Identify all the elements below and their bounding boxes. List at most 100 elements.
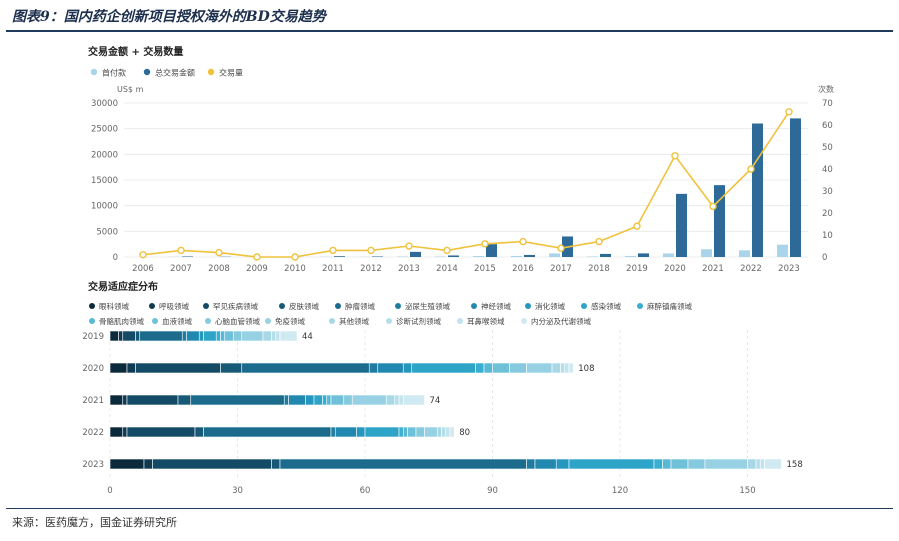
segment-2020-免疫领域 bbox=[526, 362, 553, 374]
legend-label-肿瘤领域: 肿瘤领域 bbox=[345, 301, 375, 311]
segment-2023-免疫领域 bbox=[704, 458, 748, 470]
segment-2021-肿瘤领域 bbox=[190, 394, 285, 406]
legend-marker-皮肤领域 bbox=[279, 303, 285, 309]
segment-2021-麻醉镇痛领域 bbox=[322, 394, 328, 406]
segment-2022-血液领域 bbox=[407, 426, 417, 438]
segment-2023-心脑血管领域 bbox=[687, 458, 706, 470]
segment-2022-心脑血管领域 bbox=[415, 426, 425, 438]
legend-marker-呼吸领域 bbox=[149, 303, 155, 309]
total-label-2021: 74 bbox=[430, 396, 441, 406]
segment-2022-消化领域 bbox=[356, 426, 366, 438]
segment-2023-泌尿生殖领域 bbox=[526, 458, 536, 470]
legend-label-感染领域: 感染领域 bbox=[591, 301, 621, 311]
segment-2020-内分泌及代谢领域 bbox=[568, 362, 574, 374]
segment-2020-耳鼻喉领域 bbox=[564, 362, 570, 374]
left-tick-label: 15000 bbox=[91, 176, 118, 186]
x-tick-label: 2020 bbox=[664, 264, 686, 274]
segment-2023-皮肤领域 bbox=[271, 458, 281, 470]
segment-2019-其他领域 bbox=[262, 330, 272, 342]
left-tick-label: 5000 bbox=[96, 227, 118, 237]
segment-2019-呼吸领域 bbox=[118, 330, 124, 342]
bar-total-2023 bbox=[790, 118, 801, 258]
segment-2022-麻醉镇痛领域 bbox=[398, 426, 404, 438]
x-tick-label: 2011 bbox=[322, 264, 344, 274]
segment-2019-感染领域 bbox=[203, 330, 217, 342]
segment-2019-眼科领域 bbox=[109, 330, 119, 342]
x-tick-label: 30 bbox=[232, 486, 243, 496]
point-deal-count-2021 bbox=[709, 202, 717, 211]
segment-2022-肿瘤领域 bbox=[203, 426, 332, 438]
legend-marker-心脑血管领域 bbox=[205, 318, 211, 324]
right-axis-unit: 次数 bbox=[818, 84, 834, 94]
bar-upfront-2021 bbox=[701, 249, 712, 257]
segment-2020-诊断试剂领域 bbox=[560, 362, 566, 374]
bar-upfront-2014 bbox=[435, 256, 446, 257]
segment-2023-血液领域 bbox=[670, 458, 689, 470]
segment-2021-感染领域 bbox=[313, 394, 323, 406]
bar-upfront-2017 bbox=[549, 253, 560, 257]
x-tick-label: 2010 bbox=[284, 264, 306, 274]
y-tick-label: 2019 bbox=[82, 332, 104, 342]
segment-2019-心脑血管领域 bbox=[232, 330, 243, 342]
segment-2022-其他领域 bbox=[436, 426, 442, 438]
segment-2019-骨骼肌肉领域 bbox=[220, 330, 226, 342]
segment-2023-其他领域 bbox=[747, 458, 757, 470]
bar-upfront-2022 bbox=[739, 250, 750, 257]
bar-total-2016 bbox=[524, 254, 535, 257]
segment-2022-免疫领域 bbox=[424, 426, 438, 438]
bar-total-2019 bbox=[638, 253, 649, 257]
bar-total-2015 bbox=[486, 244, 497, 257]
right-tick-label: 20 bbox=[822, 209, 833, 219]
legend-marker-感染领域 bbox=[581, 303, 587, 309]
x-tick-label: 2006 bbox=[132, 264, 154, 274]
segment-2021-泌尿生殖领域 bbox=[283, 394, 289, 406]
segment-2019-罕见疾病领域 bbox=[122, 330, 136, 342]
segment-2020-肿瘤领域 bbox=[241, 362, 370, 374]
left-tick-label: 25000 bbox=[91, 125, 118, 135]
segment-2021-耳鼻喉领域 bbox=[398, 394, 404, 406]
x-tick-label: 2007 bbox=[170, 264, 192, 274]
footer-rule bbox=[6, 508, 893, 509]
x-tick-label: 2009 bbox=[246, 264, 268, 274]
x-tick-label: 2016 bbox=[512, 264, 534, 274]
legend-marker-消化领域 bbox=[525, 303, 531, 309]
point-deal-count-2013 bbox=[405, 242, 413, 250]
segment-2019-神经领域 bbox=[186, 330, 200, 342]
bar-total-2022 bbox=[752, 123, 763, 258]
figure-title: 图表9：国内药企创新项目授权海外的BD交易趋势 bbox=[12, 9, 326, 25]
x-tick-label: 2012 bbox=[360, 264, 382, 274]
segment-2019-耳鼻喉领域 bbox=[275, 330, 281, 342]
segment-2022-泌尿生殖领域 bbox=[330, 426, 336, 438]
segment-2021-诊断试剂领域 bbox=[394, 394, 400, 406]
right-tick-label: 40 bbox=[822, 165, 833, 175]
legend-marker-罕见疾病领域 bbox=[203, 303, 209, 309]
segment-2023-呼吸领域 bbox=[143, 458, 153, 470]
legend-marker-泌尿生殖领域 bbox=[395, 303, 401, 309]
segment-2020-呼吸领域 bbox=[126, 362, 136, 374]
segment-2023-眼科领域 bbox=[109, 458, 145, 470]
segment-2022-感染领域 bbox=[364, 426, 400, 438]
chart2-title: 交易适应症分布 bbox=[88, 280, 158, 293]
legend-marker-耳鼻喉领域 bbox=[457, 318, 463, 324]
bar-total-2007 bbox=[182, 256, 193, 257]
segment-2021-消化领域 bbox=[305, 394, 315, 406]
x-tick-label: 2019 bbox=[626, 264, 648, 274]
right-tick-label: 10 bbox=[822, 231, 833, 241]
segment-2019-泌尿生殖领域 bbox=[181, 330, 187, 342]
legend-label-1: 总交易金额 bbox=[155, 68, 195, 78]
line-deal-count bbox=[142, 111, 790, 258]
point-deal-count-2016 bbox=[519, 237, 527, 246]
segment-2022-呼吸领域 bbox=[122, 426, 128, 438]
left-tick-label: 0 bbox=[113, 253, 118, 263]
x-tick-label: 0 bbox=[107, 486, 112, 496]
point-deal-count-2018 bbox=[595, 237, 603, 246]
legend-label-血液领域: 血液领域 bbox=[162, 316, 192, 326]
point-deal-count-2009 bbox=[253, 253, 261, 261]
left-tick-label: 20000 bbox=[91, 150, 118, 160]
source-note: 来源：医药魔方，国金证券研究所 bbox=[12, 516, 177, 529]
legend-label-消化领域: 消化领域 bbox=[535, 301, 565, 311]
legend-label-骨骼肌肉领域: 骨骼肌肉领域 bbox=[99, 316, 144, 326]
bar-upfront-2015 bbox=[473, 255, 484, 257]
point-deal-count-2020 bbox=[671, 152, 679, 160]
segment-2019-麻醉镇痛领域 bbox=[215, 330, 221, 342]
